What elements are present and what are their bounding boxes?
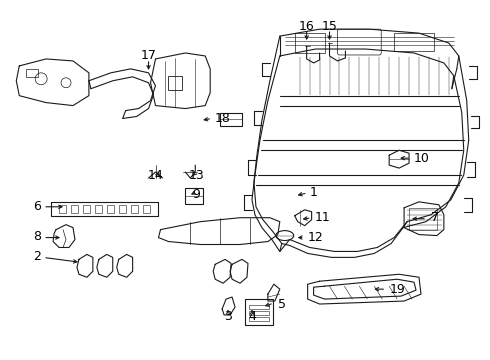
Text: 8: 8 bbox=[33, 230, 41, 243]
Text: 5: 5 bbox=[278, 297, 286, 311]
Bar bbox=[185, 188, 203, 204]
Bar bbox=[119, 205, 125, 213]
Text: 16: 16 bbox=[299, 20, 315, 33]
Bar bbox=[245, 299, 273, 325]
Text: 12: 12 bbox=[308, 231, 323, 244]
Text: 2: 2 bbox=[33, 250, 41, 263]
Bar bbox=[131, 205, 138, 213]
Text: 13: 13 bbox=[188, 168, 204, 181]
Text: 14: 14 bbox=[147, 168, 163, 181]
Bar bbox=[107, 205, 114, 213]
Bar bbox=[95, 205, 102, 213]
Text: 4: 4 bbox=[248, 310, 256, 323]
Bar bbox=[143, 205, 149, 213]
Text: 18: 18 bbox=[215, 112, 231, 125]
Text: 7: 7 bbox=[431, 211, 439, 224]
Text: 11: 11 bbox=[315, 211, 330, 224]
Text: 3: 3 bbox=[224, 310, 232, 323]
Bar bbox=[249, 317, 269, 321]
Bar bbox=[26, 69, 38, 77]
Text: 1: 1 bbox=[310, 186, 318, 199]
Text: 17: 17 bbox=[141, 49, 156, 63]
Bar bbox=[83, 205, 90, 213]
Bar bbox=[71, 205, 78, 213]
Bar bbox=[409, 208, 437, 230]
Bar bbox=[294, 33, 324, 53]
Text: 9: 9 bbox=[193, 188, 200, 201]
Text: 10: 10 bbox=[414, 152, 430, 165]
Bar bbox=[394, 33, 434, 51]
Bar bbox=[59, 205, 66, 213]
Text: 15: 15 bbox=[321, 20, 338, 33]
Bar bbox=[249, 311, 269, 315]
Text: 19: 19 bbox=[389, 283, 405, 296]
Text: 6: 6 bbox=[33, 200, 41, 213]
Bar bbox=[169, 76, 182, 90]
Bar bbox=[220, 113, 242, 126]
Bar bbox=[249, 305, 269, 309]
